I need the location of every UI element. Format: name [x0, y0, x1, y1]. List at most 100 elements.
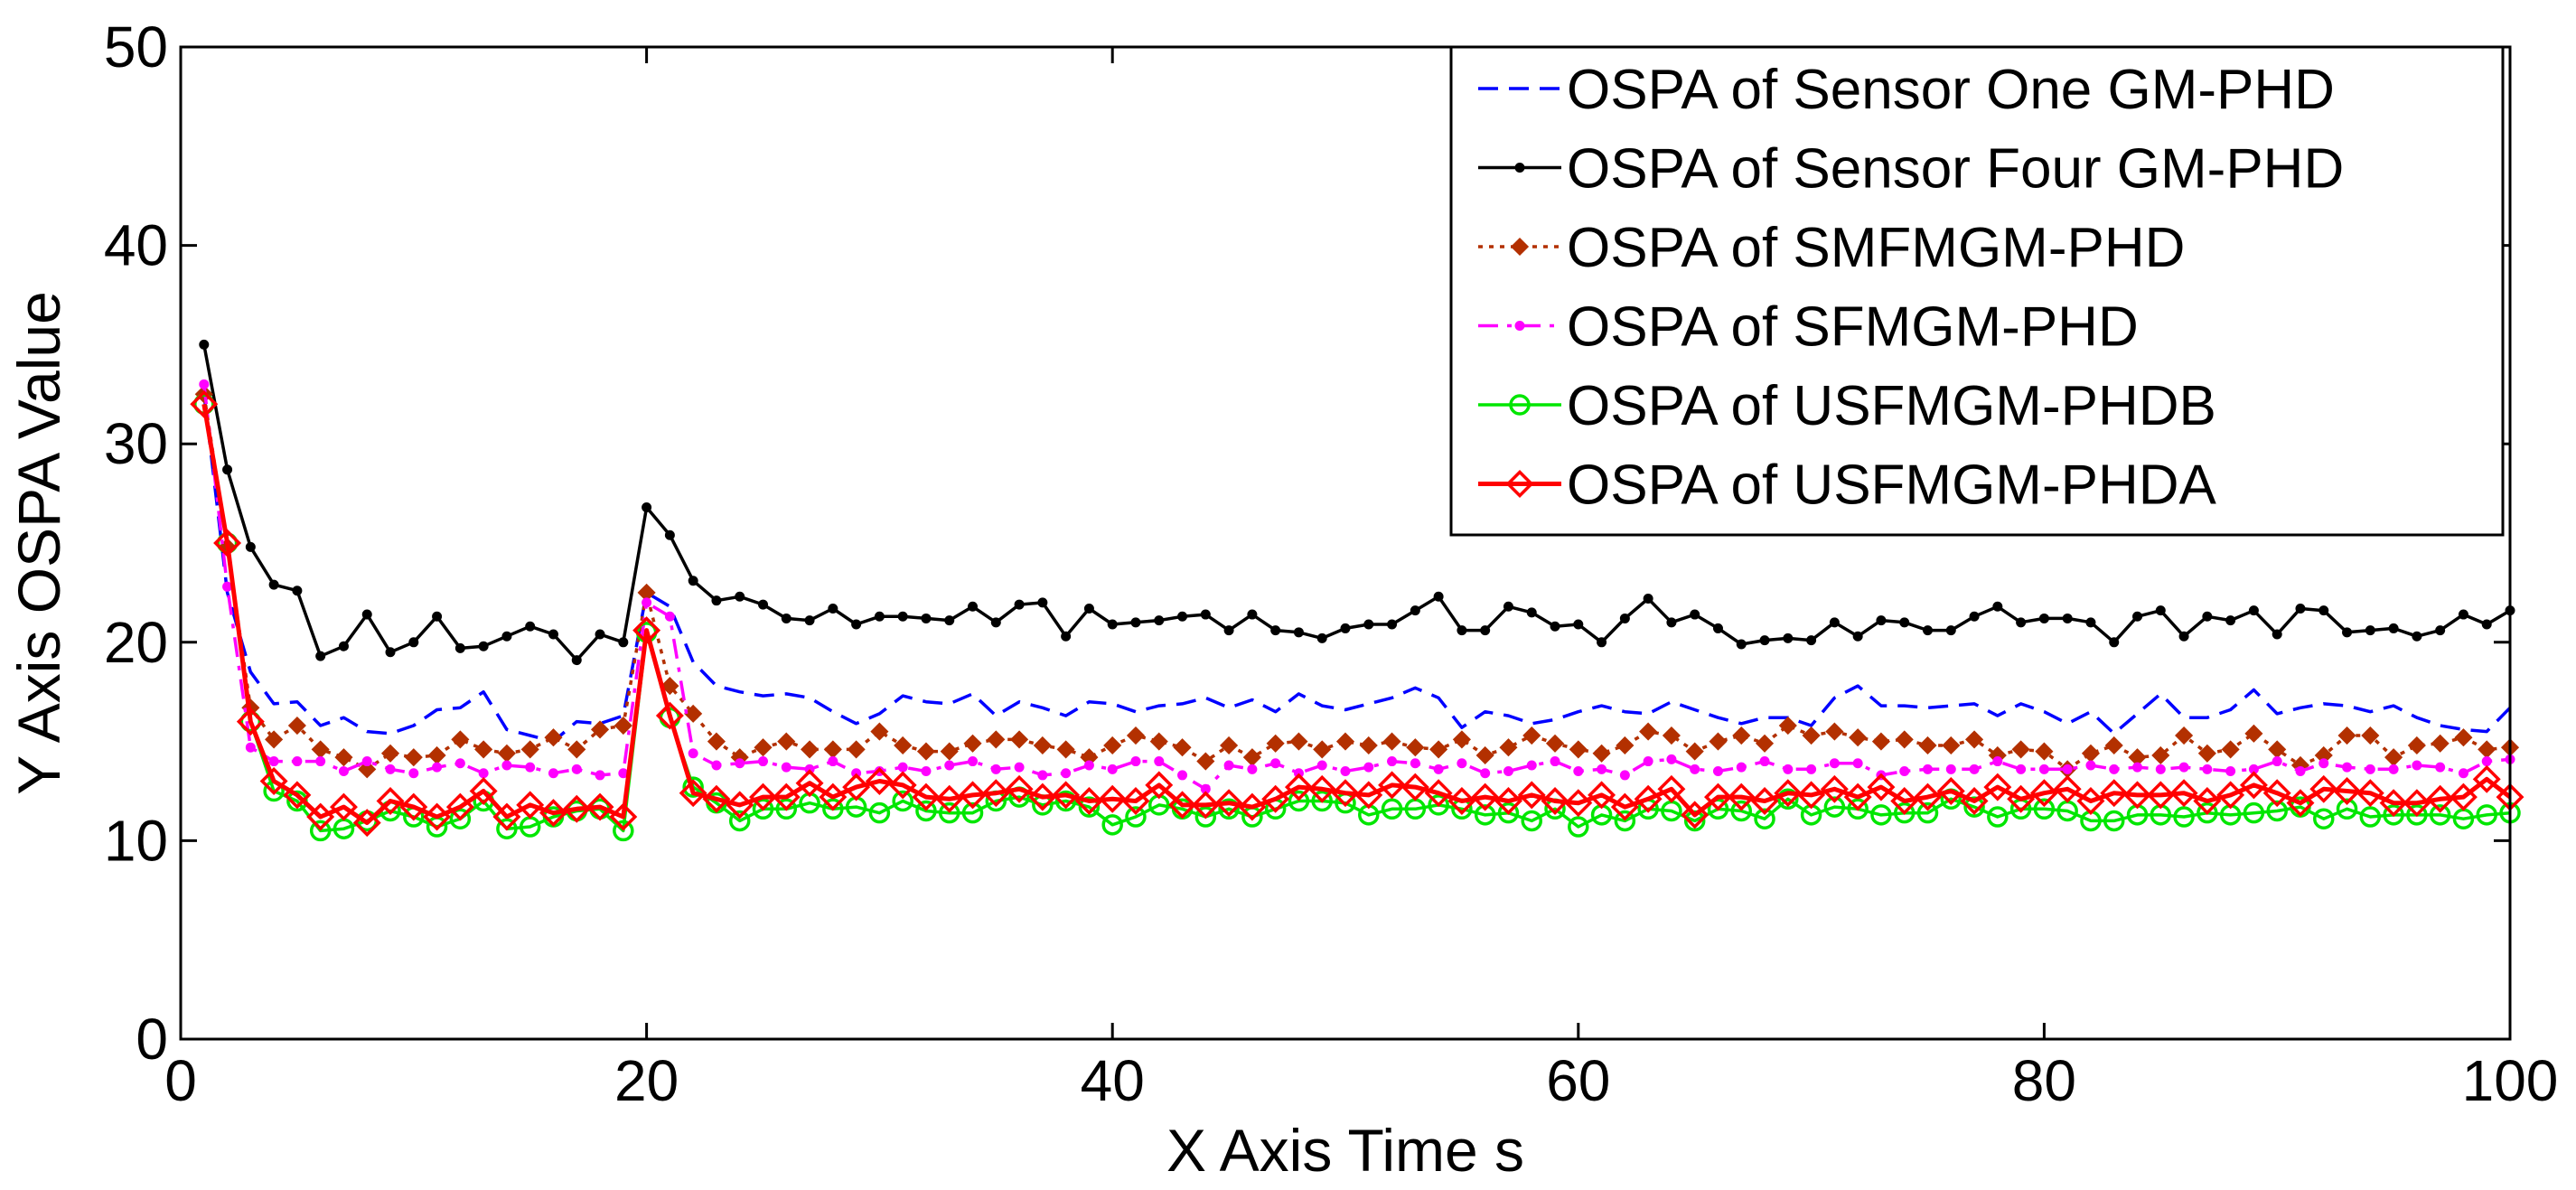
data-point	[1992, 756, 2003, 767]
data-point	[1564, 789, 1593, 818]
y-tick-label: 0	[136, 1007, 168, 1072]
data-point	[1410, 758, 1420, 769]
data-point	[2383, 804, 2404, 826]
data-point	[352, 809, 381, 838]
data-point	[2361, 726, 2380, 745]
data-point	[828, 603, 838, 614]
data-point	[2309, 774, 2338, 803]
data-point	[2429, 804, 2451, 826]
data-point	[1457, 758, 1467, 769]
data-point	[1614, 810, 1636, 832]
data-point	[1759, 756, 1770, 767]
data-point	[1526, 607, 1537, 618]
data-point	[1704, 782, 1732, 811]
series-2	[199, 339, 2515, 666]
data-point	[2029, 779, 2058, 808]
data-point	[749, 782, 777, 811]
data-point	[1037, 770, 1048, 781]
data-point	[2239, 771, 2268, 800]
data-point	[1936, 777, 1965, 805]
data-point	[1340, 766, 1351, 777]
data-point	[1666, 617, 1677, 628]
data-point	[1918, 736, 1937, 755]
data-point	[2109, 637, 2120, 648]
data-point	[1410, 605, 1420, 616]
legend-marker	[1505, 470, 1534, 498]
data-point	[2197, 744, 2216, 763]
data-point	[315, 756, 326, 767]
data-point	[1823, 796, 1846, 818]
data-point	[496, 818, 518, 839]
data-point	[916, 742, 936, 761]
data-point	[1592, 744, 1611, 763]
data-point	[1247, 764, 1258, 774]
data-point	[2342, 762, 2353, 773]
data-point	[1634, 784, 1663, 813]
data-point	[2104, 736, 2123, 755]
data-point	[2435, 625, 2446, 636]
data-point	[1597, 637, 1607, 648]
data-point	[642, 597, 652, 608]
data-point	[754, 738, 773, 757]
data-point	[1619, 613, 1630, 623]
data-point	[2038, 764, 2049, 774]
data-point	[1335, 732, 1355, 751]
data-point	[1149, 732, 1168, 751]
data-point	[445, 792, 474, 821]
data-point	[1238, 792, 1267, 821]
data-point	[1960, 787, 1989, 815]
data-point	[1657, 774, 1686, 803]
data-point	[1643, 756, 1653, 767]
data-point	[2178, 631, 2189, 642]
data-point	[1331, 779, 1360, 808]
data-point	[781, 762, 792, 773]
data-point	[2431, 734, 2450, 753]
data-point	[1307, 774, 1336, 803]
data-point	[968, 601, 979, 612]
data-point	[847, 740, 866, 759]
data-point	[268, 756, 279, 767]
legend-marker	[1510, 237, 1530, 257]
data-point	[334, 748, 353, 767]
series-line	[202, 394, 2512, 744]
data-point	[544, 728, 563, 747]
series-4	[199, 379, 2515, 794]
data-point	[664, 529, 675, 540]
data-point	[1899, 617, 1910, 628]
data-point	[190, 389, 219, 418]
data-point	[2216, 781, 2245, 810]
data-point	[1987, 806, 2009, 828]
data-point	[1681, 801, 1710, 829]
data-point	[1293, 627, 1304, 638]
data-point	[2407, 736, 2426, 755]
data-point	[1666, 754, 1677, 764]
data-point	[1945, 764, 1956, 774]
data-point	[1270, 625, 1281, 636]
data-point	[1433, 591, 1444, 602]
legend-entry: OSPA of Sensor Four GM-PHD	[1478, 138, 2344, 201]
data-point	[2132, 762, 2143, 773]
data-point	[892, 790, 913, 812]
data-point	[571, 655, 582, 666]
data-point	[199, 339, 210, 350]
data-point	[1916, 801, 1939, 824]
data-point	[469, 777, 498, 805]
legend-box	[1449, 45, 2505, 537]
data-point	[1616, 736, 1635, 755]
data-point	[1923, 625, 1933, 636]
data-point	[1284, 773, 1313, 801]
data-point	[2007, 784, 2036, 813]
data-point	[2011, 740, 2030, 759]
data-point	[2342, 627, 2353, 638]
data-point	[1712, 766, 1723, 777]
data-point	[1447, 787, 1476, 815]
data-point	[851, 619, 862, 630]
data-point	[2286, 789, 2315, 818]
data-point	[245, 541, 256, 552]
data-point	[548, 768, 558, 779]
data-point	[1895, 730, 1914, 749]
data-point	[682, 776, 704, 798]
data-point	[1573, 619, 1584, 630]
data-point	[222, 464, 233, 475]
data-point	[236, 707, 265, 736]
